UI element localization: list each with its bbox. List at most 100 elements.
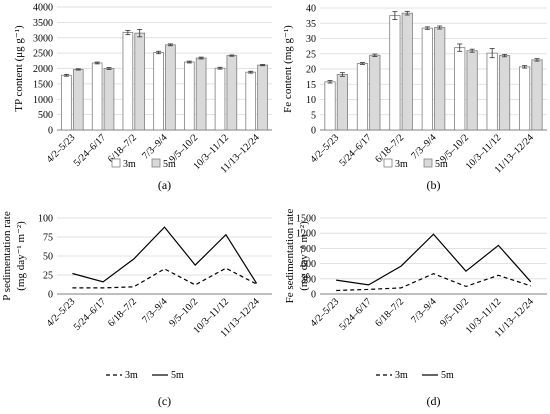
bar-3m bbox=[324, 81, 336, 131]
legend-label: 3m bbox=[395, 370, 408, 381]
y-tick-label: 25 bbox=[43, 271, 53, 282]
bar-5m bbox=[466, 50, 478, 131]
y-tick-label: 20 bbox=[306, 65, 316, 76]
bar-3m bbox=[122, 32, 134, 131]
x-tick-label: 5/24–6/17 bbox=[72, 296, 108, 332]
bar-3m bbox=[214, 67, 226, 131]
y-axis-label: Fe content (mg g⁻¹) bbox=[282, 25, 294, 113]
bar-5m bbox=[226, 55, 238, 131]
panel-label: (b) bbox=[427, 178, 441, 192]
bar-5m bbox=[434, 27, 446, 131]
bar-5m bbox=[103, 68, 115, 131]
x-tick-label: 7/3–9/4 bbox=[409, 132, 438, 161]
legend-swatch-5m bbox=[423, 158, 433, 168]
bar-3m bbox=[91, 62, 103, 131]
y-tick-label: 1000 bbox=[33, 95, 53, 106]
y-tick-label: 2500 bbox=[33, 49, 53, 60]
y-tick-label: 300 bbox=[301, 274, 316, 285]
bar-5m bbox=[134, 32, 146, 131]
y-tick-label: 1500 bbox=[296, 214, 316, 225]
y-axis-label: (mg day⁻¹ m⁻²) bbox=[298, 221, 310, 291]
legend-swatch-3m bbox=[111, 158, 121, 168]
legend-label: 5m bbox=[435, 159, 448, 170]
legend-label: 3m bbox=[123, 159, 136, 170]
bar-3m bbox=[421, 27, 433, 131]
bar-3m bbox=[183, 61, 195, 131]
y-tick-label: 10 bbox=[306, 95, 316, 106]
y-axis-label: Fe sedimentation rate bbox=[284, 209, 296, 304]
panel-b: 0 5 10 15 20 25 30 35 40 Fe content (mg g⁻¹) 4/2–5… bbox=[282, 4, 547, 192]
y-tick-label: 0 bbox=[48, 126, 53, 137]
y-tick-label: 1500 bbox=[33, 79, 53, 90]
y-axis-label: P sedimentation rate bbox=[1, 211, 13, 301]
bar-3m bbox=[389, 15, 401, 131]
legend-label: 5m bbox=[171, 370, 184, 381]
y-tick-label: 75 bbox=[43, 233, 53, 244]
y-tick-label: 35 bbox=[306, 19, 316, 30]
series-line-5m bbox=[72, 226, 258, 284]
panel-label: (d) bbox=[427, 394, 441, 408]
bar-3m bbox=[153, 52, 164, 131]
bar-5m bbox=[336, 74, 348, 131]
x-tick-label: 9/5–10/2 bbox=[438, 296, 471, 329]
x-tick-label: 5/24–6/17 bbox=[337, 296, 373, 332]
y-tick-label: 900 bbox=[301, 244, 316, 255]
y-tick-label: 600 bbox=[301, 259, 316, 270]
bar-3m bbox=[486, 52, 498, 131]
y-axis-label: TP content (μg g⁻¹) bbox=[13, 25, 25, 112]
series-line-3m bbox=[72, 267, 257, 289]
y-tick-label: 3500 bbox=[33, 18, 53, 29]
y-tick-label: 30 bbox=[306, 34, 316, 45]
panel-label: (a) bbox=[158, 178, 171, 192]
bar-5m bbox=[401, 12, 413, 131]
bar-3m bbox=[356, 63, 369, 131]
y-tick-label: 0 bbox=[311, 126, 316, 137]
x-tick-label: 7/3–9/4 bbox=[140, 296, 169, 325]
x-tick-label: 5/24–6/17 bbox=[337, 132, 373, 168]
legend-swatch-5m bbox=[151, 158, 161, 168]
y-tick-label: 50 bbox=[43, 252, 53, 263]
y-tick-label: 100 bbox=[38, 214, 53, 225]
bar-3m bbox=[245, 71, 257, 131]
bar-3m bbox=[61, 74, 72, 131]
y-axis-label: (mg day⁻¹ m⁻²) bbox=[15, 221, 27, 291]
y-tick-label: 1200 bbox=[296, 229, 316, 240]
y-tick-label: 3000 bbox=[33, 33, 53, 44]
panel-c: 0 25 50 75 100 P sedimentation rate (mg day⁻¹ … bbox=[1, 211, 272, 408]
x-tick-label: 6/18–7/2 bbox=[106, 296, 139, 329]
x-tick-label: 4/2–5/23 bbox=[308, 296, 341, 329]
y-tick-label: 5 bbox=[311, 110, 316, 121]
bar-5m bbox=[498, 55, 511, 131]
y-tick-label: 15 bbox=[306, 80, 316, 91]
bar-3m bbox=[519, 66, 531, 131]
x-tick-label: 7/3–9/4 bbox=[409, 296, 438, 325]
bar-5m bbox=[257, 64, 268, 131]
y-tick-label: 4000 bbox=[33, 3, 53, 14]
legend-label: 3m bbox=[395, 159, 408, 170]
y-tick-label: 0 bbox=[48, 290, 53, 301]
bar-5m bbox=[72, 69, 84, 131]
y-tick-label: 0 bbox=[311, 290, 316, 301]
bar-5m bbox=[369, 54, 381, 131]
panel-label: (c) bbox=[158, 394, 171, 408]
bar-3m bbox=[454, 47, 466, 131]
bar-5m bbox=[531, 59, 543, 131]
legend-label: 5m bbox=[441, 370, 454, 381]
y-tick-label: 40 bbox=[306, 4, 316, 15]
y-tick-label: 500 bbox=[38, 110, 53, 121]
panel-a: 0 500 1000 1500 2000 2500 3000 3500 4000 TP conte… bbox=[13, 3, 272, 192]
legend-label: 3m bbox=[125, 370, 138, 381]
y-tick-label: 2000 bbox=[33, 64, 53, 75]
x-tick-label: 4/2–5/23 bbox=[308, 132, 341, 165]
x-tick-label: 7/3–9/4 bbox=[140, 132, 169, 161]
y-tick-label: 25 bbox=[306, 49, 316, 60]
series-line-5m bbox=[336, 233, 532, 286]
bar-5m bbox=[195, 57, 207, 131]
x-tick-label: 6/18–7/2 bbox=[373, 296, 406, 329]
bar-5m bbox=[165, 44, 176, 131]
legend-label: 5m bbox=[163, 159, 176, 170]
series-line-3m bbox=[336, 273, 531, 292]
legend-swatch-3m bbox=[383, 158, 393, 168]
